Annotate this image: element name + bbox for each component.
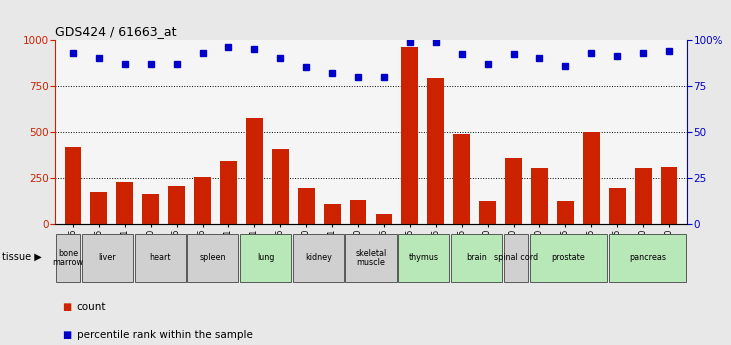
Text: heart: heart (149, 253, 171, 263)
Text: brain: brain (466, 253, 487, 263)
Bar (64, 147, 81, 224)
Bar (453, 134, 470, 224)
Bar (428, 78, 444, 224)
Text: bone
marrow: bone marrow (53, 248, 83, 267)
Text: skeletal
muscle: skeletal muscle (355, 248, 387, 267)
Bar (143, 194, 159, 224)
Bar (346, 234, 396, 282)
Bar (220, 160, 237, 224)
Bar (480, 201, 496, 224)
Bar (194, 177, 211, 224)
Text: ■: ■ (62, 302, 72, 312)
Text: count: count (77, 302, 106, 312)
Bar (246, 118, 262, 224)
Bar (56, 234, 80, 282)
Text: liver: liver (99, 253, 116, 263)
Bar (376, 214, 393, 224)
Text: thymus: thymus (409, 253, 439, 263)
Bar (609, 188, 626, 224)
Text: tissue ▶: tissue ▶ (2, 252, 42, 262)
Bar (240, 234, 291, 282)
Bar (504, 234, 529, 282)
Bar (661, 167, 678, 224)
Bar (531, 168, 548, 224)
Bar (187, 234, 238, 282)
Bar (168, 186, 185, 224)
Bar (135, 234, 186, 282)
Text: GDS424 / 61663_at: GDS424 / 61663_at (55, 26, 176, 39)
Bar (116, 182, 133, 224)
Bar (635, 168, 651, 224)
Bar (349, 200, 366, 224)
Bar (609, 234, 686, 282)
Bar (398, 234, 450, 282)
Bar (82, 234, 133, 282)
Text: spinal cord: spinal cord (494, 253, 538, 263)
Text: pancreas: pancreas (629, 253, 666, 263)
Bar (557, 201, 574, 224)
Text: kidney: kidney (305, 253, 332, 263)
Bar (530, 234, 607, 282)
Text: ■: ■ (62, 330, 72, 339)
Text: spleen: spleen (200, 253, 226, 263)
Bar (324, 204, 341, 224)
Text: lung: lung (257, 253, 274, 263)
Bar (91, 192, 107, 224)
Text: prostate: prostate (552, 253, 586, 263)
Bar (401, 47, 418, 224)
Bar (298, 188, 314, 224)
Bar (272, 149, 289, 224)
Bar (451, 234, 502, 282)
Bar (292, 234, 344, 282)
Bar (583, 132, 599, 224)
Bar (505, 158, 522, 224)
Text: percentile rank within the sample: percentile rank within the sample (77, 330, 253, 339)
